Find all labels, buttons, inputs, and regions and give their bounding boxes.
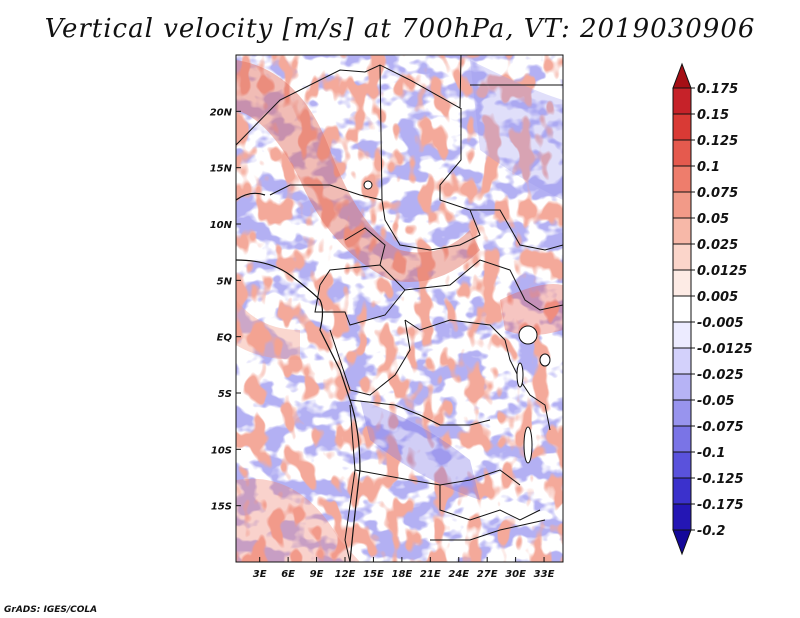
colorbar-swatch bbox=[672, 139, 692, 167]
colorbar-swatch bbox=[672, 321, 692, 349]
colorbar-label: 0.1 bbox=[697, 160, 720, 175]
colorbar-label: -0.075 bbox=[697, 420, 744, 435]
colorbar-swatch bbox=[672, 425, 692, 453]
lat-tick-label: 20N bbox=[210, 107, 233, 118]
colorbar-label: 0.0125 bbox=[697, 264, 747, 279]
lon-tick-label: 27E bbox=[477, 569, 498, 580]
colorbar-label: -0.005 bbox=[697, 316, 744, 331]
colorbar-swatch bbox=[672, 62, 692, 89]
grads-credit: GrADS: IGES/COLA bbox=[4, 605, 98, 615]
lat-tick-label: 10S bbox=[211, 445, 232, 456]
colorbar-label: -0.2 bbox=[697, 524, 725, 539]
lon-tick-label: 21E bbox=[420, 569, 441, 580]
colorbar-swatch bbox=[672, 243, 692, 271]
colorbar: 0.175 0.15 0.125 0.1 0.075 0.05 0.025 0.0125 0.0… bbox=[672, 62, 753, 556]
lon-tick-label: 9E bbox=[310, 569, 324, 580]
colorbar-swatch bbox=[672, 217, 692, 245]
colorbar-label: 0.005 bbox=[697, 290, 738, 305]
lat-tick-label: 10N bbox=[210, 220, 233, 231]
lat-tick-label: 5N bbox=[217, 276, 233, 287]
colorbar-swatch bbox=[672, 113, 692, 141]
map-title: Vertical velocity [m/s] at 700hPa, VT: 2… bbox=[44, 14, 756, 44]
colorbar-label: -0.025 bbox=[697, 368, 744, 383]
velocity-field bbox=[236, 55, 563, 562]
longitude-axis: 3E 6E 9E 12E 15E 18E 21E 24E 27E 30E 33E bbox=[253, 557, 555, 580]
colorbar-label: -0.175 bbox=[697, 498, 744, 513]
colorbar-swatch bbox=[672, 503, 692, 531]
lat-tick-label: EQ bbox=[217, 333, 233, 344]
colorbar-label: -0.125 bbox=[697, 472, 744, 487]
lon-tick-label: 24E bbox=[448, 569, 469, 580]
colorbar-swatch bbox=[672, 269, 692, 297]
lon-tick-label: 6E bbox=[281, 569, 295, 580]
colorbar-swatch bbox=[672, 347, 692, 375]
colorbar-swatch bbox=[672, 87, 692, 115]
colorbar-label: 0.15 bbox=[697, 108, 729, 123]
colorbar-swatch bbox=[672, 529, 692, 556]
lat-tick-label: 15S bbox=[211, 502, 232, 513]
colorbar-label: 0.05 bbox=[697, 212, 729, 227]
colorbar-swatch bbox=[672, 477, 692, 505]
lakes bbox=[363, 180, 551, 464]
colorbar-label: 0.125 bbox=[697, 134, 738, 149]
colorbar-swatch bbox=[672, 451, 692, 479]
colorbar-label: 0.075 bbox=[697, 186, 738, 201]
colorbar-swatch bbox=[672, 165, 692, 193]
colorbar-label: 0.025 bbox=[697, 238, 738, 253]
latitude-axis: 20N 15N 10N 5N EQ 5S 10S 15S bbox=[210, 107, 241, 513]
colorbar-swatch bbox=[672, 191, 692, 219]
lat-tick-label: 5S bbox=[218, 389, 232, 400]
lon-tick-label: 18E bbox=[391, 569, 412, 580]
lon-tick-label: 33E bbox=[534, 569, 555, 580]
colorbar-label: -0.0125 bbox=[697, 342, 753, 357]
colorbar-swatch bbox=[672, 295, 692, 323]
plot-frame bbox=[235, 54, 564, 563]
lon-tick-label: 12E bbox=[335, 569, 356, 580]
colorbar-swatch bbox=[672, 399, 692, 427]
colorbar-label: -0.05 bbox=[697, 394, 734, 409]
lon-tick-label: 30E bbox=[505, 569, 526, 580]
colorbar-swatch bbox=[672, 373, 692, 401]
coastline bbox=[235, 192, 361, 563]
lat-tick-label: 15N bbox=[210, 164, 233, 175]
lon-tick-label: 15E bbox=[363, 569, 384, 580]
colorbar-label: -0.1 bbox=[697, 446, 725, 461]
colorbar-label: 0.175 bbox=[697, 82, 738, 97]
lon-tick-label: 3E bbox=[253, 569, 267, 580]
country-borders bbox=[235, 54, 564, 563]
